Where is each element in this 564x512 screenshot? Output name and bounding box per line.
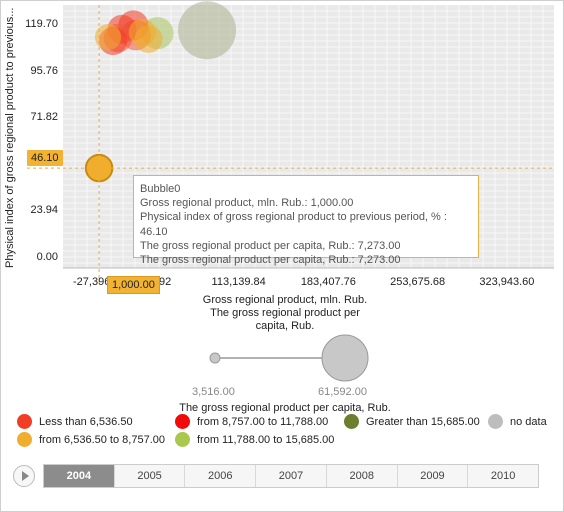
tooltip-line: Physical index of gross regional product… [140,211,447,238]
legend-item[interactable]: Less than 6,536.50 [17,414,133,429]
tooltip-line: The gross regional product per capita, R… [140,239,401,252]
timeline-year-2010[interactable]: 2010 [490,470,516,482]
legend-swatch [344,414,359,429]
tooltip-line: The gross regional product per capita, R… [140,254,401,267]
x-axis-title: Gross regional product, mln. Rub. [202,294,368,306]
x-axis-label: Gross regional product, mln. Rub. The gr… [195,294,375,333]
y-tick-label: 119.70 [25,18,58,31]
y-tick-label: 71.82 [30,111,58,124]
legend-swatch [488,414,503,429]
timeline-year-2008[interactable]: 2008 [327,465,398,487]
timeline-year-2006[interactable]: 2006 [185,465,257,487]
legend-swatch [175,432,190,447]
tooltip-line: Gross regional product, mln. Rub.: 1,000… [140,197,354,210]
legend-swatch [17,432,32,447]
legend-label: Less than 6,536.50 [39,415,133,428]
legend-swatch [17,414,32,429]
y-tick-label: 0.00 [36,250,58,263]
play-button[interactable] [13,465,35,487]
timeline-year-2005[interactable]: 2005 [115,465,186,487]
timeline-year-2009[interactable]: 2009 [398,465,469,487]
size-legend-min-circle [209,352,221,364]
y-tick-label: 95.76 [30,64,58,77]
legend-item[interactable]: from 11,788.00 to 15,685.00 [175,432,334,447]
legend-label: from 11,788.00 to 15,685.00 [197,433,335,446]
x-tick-label: 183,407.76 [300,276,356,288]
size-legend-max: 61,592.00 [318,386,367,398]
legend-label: no data [510,415,547,428]
legend-item[interactable]: no data [488,414,547,429]
timeline-year-2007[interactable]: 2007 [256,465,327,487]
tooltip-title: Bubble0 [140,183,181,195]
x-tick-label: 323,943.60 [479,276,535,288]
legend-item[interactable]: Greater than 15,685.00 [344,414,480,429]
timeline-year-2004[interactable]: 2004 [44,465,115,487]
highlight-x-label: 1,000.00 [107,276,160,294]
size-legend-max-circle [321,334,369,382]
x-axis-subtitle: The gross regional product per capita, R… [210,307,360,332]
timeline: 2004 2005 2006 2007 2008 2009 2010 [43,464,539,488]
legend-label: Greater than 15,685.00 [366,415,480,428]
x-tick-label: -27,396 [73,276,111,288]
bubble[interactable] [94,23,122,51]
size-legend-min: 3,516.00 [192,386,235,398]
bubble[interactable] [128,18,156,46]
legend-swatch [175,414,190,429]
bubble[interactable] [178,1,237,60]
highlight-y-label: 46.10 [27,150,63,166]
x-tick-label: 113,139.84 [211,276,266,288]
tooltip: Bubble0 Gross regional product, mln. Rub… [133,175,479,266]
x-tick-label: 253,675.68 [390,276,446,288]
legend-item[interactable]: from 8,757.00 to 11,788.00 [175,414,328,429]
y-axis-label: Physical index of gross regional product… [4,7,16,268]
legend-item[interactable]: from 6,536.50 to 8,757.00 [17,432,165,447]
legend-label: from 8,757.00 to 11,788.00 [197,415,329,428]
size-legend-title: The gross regional product per capita, R… [179,402,391,414]
y-tick-label: 23.94 [30,204,58,217]
legend-label: from 6,536.50 to 8,757.00 [39,433,165,446]
